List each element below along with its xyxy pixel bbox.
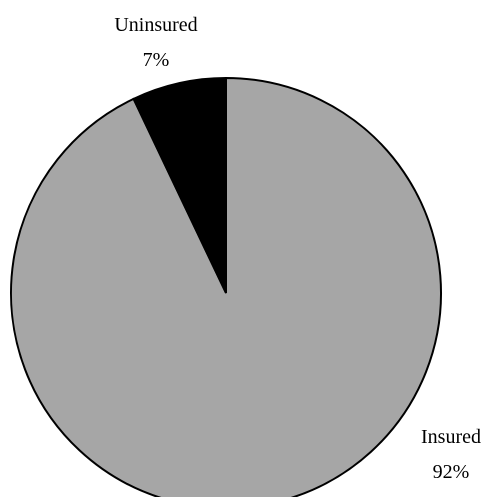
pie-slice-insured bbox=[10, 76, 442, 497]
slice-label-insured-name: Insured bbox=[421, 426, 481, 448]
pie-slice-uninsured bbox=[132, 76, 227, 294]
slice-label-insured-percent: 92% bbox=[433, 461, 470, 483]
slice-label-uninsured-name: Uninsured bbox=[114, 14, 197, 36]
slice-label-uninsured-percent: 7% bbox=[143, 49, 170, 71]
pie-slices bbox=[10, 76, 442, 497]
